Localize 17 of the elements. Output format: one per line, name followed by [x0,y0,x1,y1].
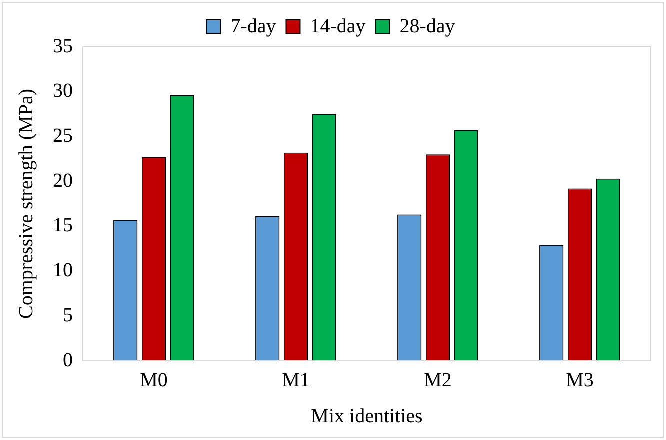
x-tick-label: M2 [424,369,452,392]
y-tick-label: 20 [53,170,73,192]
y-tick-label: 35 [53,35,73,58]
legend-label: 7-day [230,15,276,38]
y-tick-label: 5 [63,304,73,326]
y-tick-label: 25 [53,124,73,147]
x-tick-label: M1 [282,369,310,392]
x-tick-label: M0 [140,369,168,392]
y-tick-label: 15 [53,214,73,237]
x-axis-title: Mix identities [311,405,424,428]
y-tick-label: 0 [63,349,73,372]
y-tick-label: 10 [53,260,73,282]
legend-label: 28-day [400,15,456,38]
y-tick-label: 30 [53,80,73,102]
legend-label: 14-day [310,15,366,38]
y-axis-title: Compressive strength (MPa) [15,89,38,319]
x-tick-label: M3 [566,369,594,392]
